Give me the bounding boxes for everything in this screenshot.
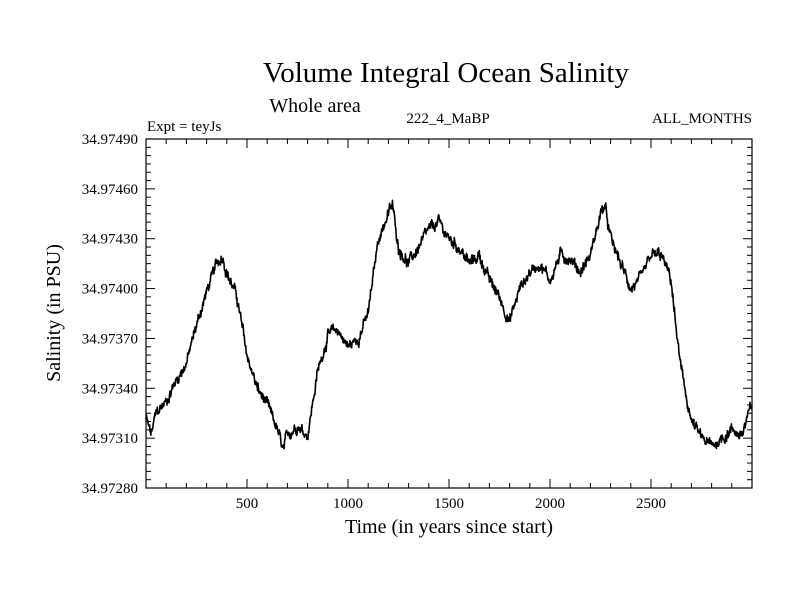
x-tick-label: 2000: [535, 496, 565, 512]
y-axis-label: Salinity (in PSU): [43, 244, 65, 382]
experiment-label: Expt = teyJs: [147, 119, 221, 135]
plot-frame: [145, 138, 753, 489]
y-tick-label: 34.97400: [82, 282, 138, 298]
x-tick-label: 1000: [333, 496, 363, 512]
y-tick-label: 34.97280: [82, 481, 138, 497]
y-tick-label: 34.97370: [82, 331, 138, 347]
period-label: 222_4_MaBP: [406, 111, 489, 127]
x-tick-label: 1500: [434, 496, 464, 512]
months-label: ALL_MONTHS: [652, 111, 752, 127]
chart-title: Volume Integral Ocean Salinity: [263, 57, 629, 89]
y-tick-label: 34.97490: [82, 132, 138, 148]
y-tick-label: 34.97460: [82, 182, 138, 198]
y-tick-label: 34.97430: [82, 232, 138, 248]
x-tick-label: 2500: [636, 496, 666, 512]
chart-subtitle: Whole area: [269, 95, 361, 117]
y-tick-label: 34.97340: [82, 381, 138, 397]
y-tick-label: 34.97310: [82, 431, 138, 447]
x-tick-label: 500: [236, 496, 259, 512]
series-line-salinity: [145, 199, 753, 450]
x-axis-label: Time (in years since start): [345, 516, 553, 538]
